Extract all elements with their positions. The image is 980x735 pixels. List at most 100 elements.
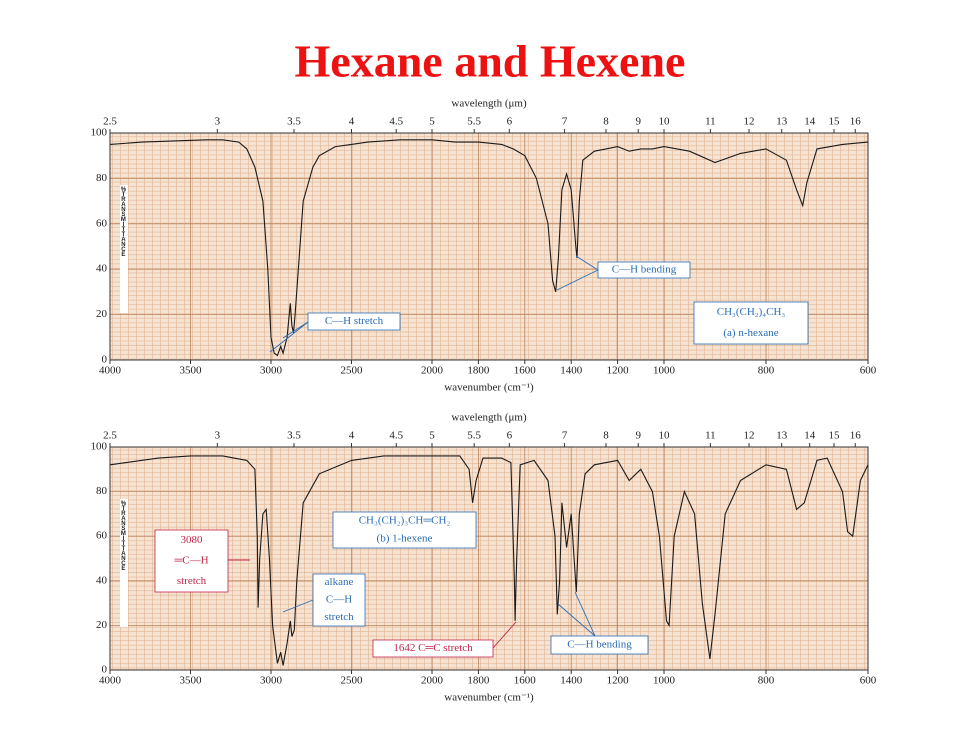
x-tick-label: 3500 — [180, 675, 203, 687]
annotation-text: CH₃(CH₂)₃CH═CH₂ — [359, 515, 451, 527]
annotation-box — [312, 573, 366, 627]
y-tick-label: 60 — [96, 217, 108, 229]
spectrum-line — [109, 455, 869, 666]
x2-tick-label: 5 — [429, 116, 435, 128]
x-tick-label: 3000 — [260, 365, 283, 377]
x-tick-label: 1400 — [560, 365, 583, 377]
x2-tick-label: 5.5 — [467, 116, 481, 128]
annotation-box — [550, 635, 649, 655]
x2-tick-label: 3.5 — [287, 116, 301, 128]
annotation-box — [307, 312, 401, 331]
y-axis-label: %TRANSMITTANCE — [120, 187, 126, 257]
plot-frame — [109, 446, 869, 671]
annotation-box — [372, 639, 494, 658]
x-axis-label: wavenumber (cm⁻¹) — [444, 382, 534, 394]
annotation-leader — [269, 321, 309, 353]
y-label-bg — [120, 499, 128, 627]
x2-tick-label: 14 — [804, 116, 816, 128]
x-tick-label: 1600 — [514, 675, 537, 687]
x-tick-label: 2000 — [421, 675, 444, 687]
plot-frame — [109, 132, 869, 361]
x-tick-label: 3000 — [260, 675, 283, 687]
x2-tick-label: 16 — [850, 430, 862, 442]
annotation-text: C—H — [326, 594, 352, 606]
top-axis-label: wavelength (μm) — [451, 98, 527, 110]
y-tick-label: 80 — [96, 485, 108, 497]
x-tick-label: 3500 — [180, 365, 203, 377]
x2-tick-label: 15 — [829, 430, 841, 442]
x-tick-label: 1000 — [653, 365, 676, 377]
annotation-text: (b) 1-hexene — [377, 533, 433, 545]
x-tick-label: 1800 — [467, 365, 490, 377]
x-axis-label: wavenumber (cm⁻¹) — [444, 692, 534, 704]
y-axis-label: %TRANSMITTANCE — [120, 501, 126, 571]
x2-tick-label: 13 — [776, 430, 788, 442]
x-tick-label: 1200 — [607, 675, 630, 687]
x2-tick-label: 11 — [705, 116, 716, 128]
x2-tick-label: 4.5 — [389, 116, 403, 128]
annotation-text: C—H bending — [567, 639, 632, 651]
y-tick-label: 80 — [96, 172, 108, 184]
y-tick-label: 0 — [102, 664, 108, 676]
minor-grid — [110, 447, 868, 670]
y-label-bg — [120, 185, 128, 313]
y-tick-label: 20 — [96, 308, 108, 320]
y-tick-label: 100 — [91, 127, 108, 139]
annotation-text: 3080 — [181, 534, 204, 546]
x2-tick-label: 8 — [603, 430, 609, 442]
x-tick-label: 2500 — [341, 365, 364, 377]
y-tick-label: 40 — [96, 574, 108, 586]
annotation-leader — [282, 599, 314, 613]
x2-tick-label: 4 — [349, 430, 355, 442]
x-tick-label: 2500 — [341, 675, 364, 687]
y-tick-label: 20 — [96, 619, 108, 631]
y-tick-label: 0 — [102, 354, 108, 366]
annotation-text: ═C—H — [173, 555, 208, 567]
annotation-text: stretch — [177, 575, 207, 587]
x-tick-label: 800 — [758, 365, 775, 377]
annotation-text: C—H bending — [612, 264, 677, 276]
annotation-box — [154, 529, 229, 593]
x2-tick-label: 10 — [659, 430, 671, 442]
annotation-leader — [282, 321, 309, 339]
annotation-leader — [492, 621, 517, 649]
annotation-leader — [557, 603, 596, 637]
x-tick-label: 4000 — [99, 675, 122, 687]
y-tick-label: 100 — [91, 441, 108, 453]
x-tick-label: 4000 — [99, 365, 122, 377]
annotation-leader — [574, 591, 596, 637]
annotation-leader — [556, 269, 599, 291]
x2-tick-label: 4 — [349, 116, 355, 128]
x2-tick-label: 6 — [507, 116, 513, 128]
x2-tick-label: 13 — [776, 116, 788, 128]
x-tick-label: 1400 — [560, 675, 583, 687]
x-tick-label: 1000 — [653, 675, 676, 687]
x2-tick-label: 3 — [215, 116, 221, 128]
x2-tick-label: 8 — [603, 116, 609, 128]
x2-tick-label: 4.5 — [389, 430, 403, 442]
annotation-text: alkane — [325, 576, 354, 588]
annotation-text: (a) n-hexane — [723, 327, 778, 339]
annotation-box — [693, 301, 809, 345]
annotation-text: stretch — [324, 611, 354, 623]
x2-tick-label: 14 — [804, 430, 816, 442]
x2-tick-label: 3.5 — [287, 430, 301, 442]
x-tick-label: 600 — [860, 365, 877, 377]
x2-tick-label: 2.5 — [103, 430, 117, 442]
x2-tick-label: 11 — [705, 430, 716, 442]
x2-tick-label: 2.5 — [103, 116, 117, 128]
x2-tick-label: 7 — [562, 430, 568, 442]
annotation-box — [332, 511, 477, 549]
annotation-leader — [575, 255, 599, 271]
x-tick-label: 1800 — [467, 675, 490, 687]
slide-title: Hexane and Hexene — [295, 36, 686, 87]
x2-tick-label: 16 — [850, 116, 862, 128]
spectrum-line — [109, 139, 869, 357]
top-axis-label: wavelength (μm) — [451, 412, 527, 424]
x2-tick-label: 12 — [744, 116, 755, 128]
annotation-text: 1642 C═C stretch — [393, 642, 473, 654]
x2-tick-label: 5.5 — [467, 430, 481, 442]
x2-tick-label: 5 — [429, 430, 435, 442]
x2-tick-label: 6 — [507, 430, 513, 442]
